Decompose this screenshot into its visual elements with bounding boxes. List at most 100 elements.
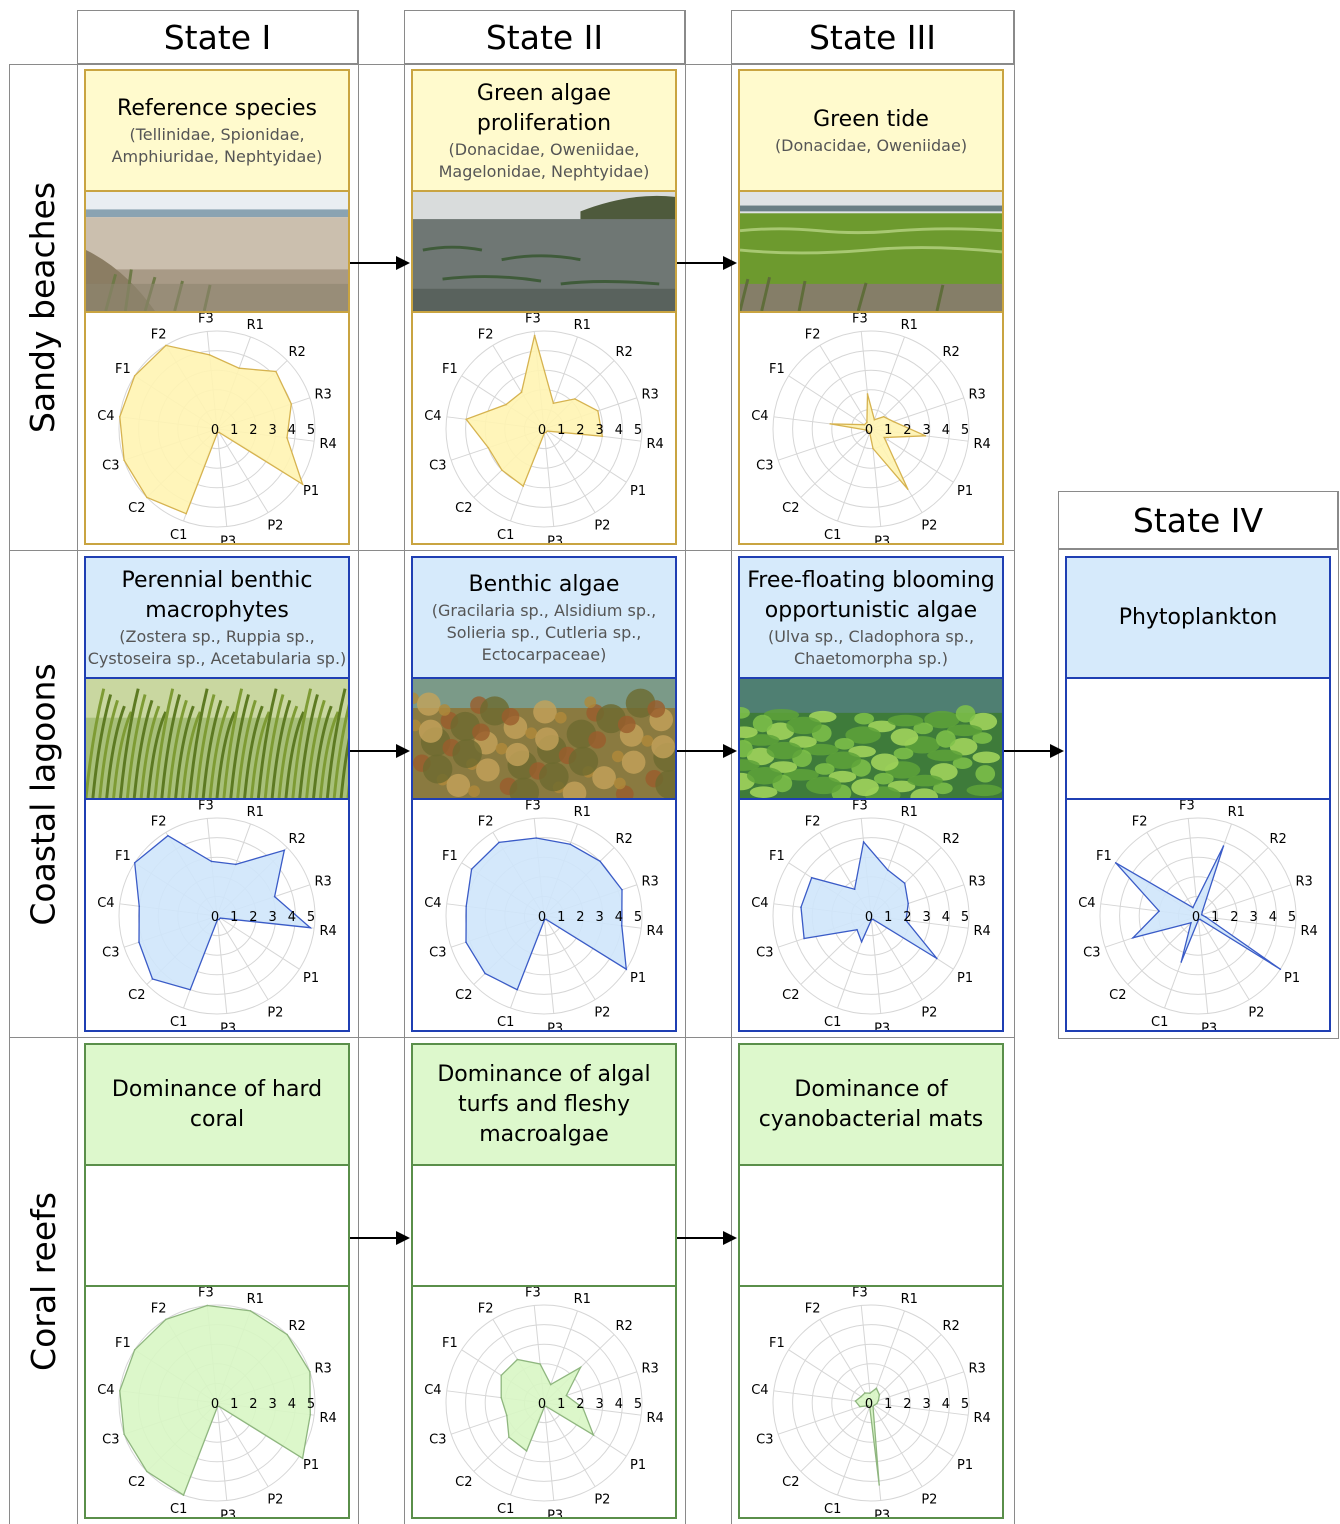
radial-tick-label: 5 — [307, 423, 315, 438]
radar-spoke — [543, 1402, 596, 1487]
radar-ring — [484, 1343, 604, 1463]
radar-spoke — [870, 1402, 954, 1457]
state-title-box: Benthic algae (Gracilaria sp., Alsidium s… — [411, 556, 677, 679]
radar-point-R1 — [549, 1383, 552, 1386]
radial-tick-label: 4 — [942, 1397, 950, 1412]
radar-point-F1 — [860, 1395, 862, 1398]
radar-point-F3 — [206, 1304, 209, 1307]
axis-label-R3: R3 — [315, 387, 332, 402]
axis-label-R1: R1 — [901, 318, 918, 333]
radar-spoke — [860, 1305, 872, 1404]
axis-label-C3: C3 — [102, 459, 119, 474]
radar-point-R4 — [309, 926, 312, 929]
radar-point-R1 — [234, 863, 237, 866]
axis-label-C4: C4 — [424, 409, 441, 424]
radar-ring — [1119, 837, 1277, 995]
radar-point-R3 — [892, 420, 895, 423]
radar-spoke — [837, 1402, 872, 1496]
radar-point-P2 — [545, 1405, 547, 1408]
axis-label-F2: F2 — [478, 814, 494, 829]
radial-tick-label: 2 — [249, 910, 257, 925]
axis-label-R4: R4 — [319, 437, 336, 452]
radar-point-R1 — [1222, 845, 1225, 847]
radial-tick-label: 1 — [1211, 910, 1219, 925]
radial-tick-label: 3 — [595, 1397, 603, 1412]
radar-point-R2 — [574, 398, 576, 400]
radar-point-P1 — [546, 430, 549, 432]
radar-point-R1 — [552, 402, 555, 405]
radar-point-F2 — [167, 834, 169, 837]
radial-tick-label: 4 — [1269, 910, 1277, 925]
radar-point-F3 — [535, 837, 537, 839]
radar-ring — [811, 369, 931, 489]
radial-tick-label: 5 — [961, 1397, 969, 1412]
axis-label-C2: C2 — [455, 501, 472, 516]
radial-tick-label: 1 — [557, 910, 565, 925]
radar-point-F1 — [863, 423, 866, 426]
column-header-state-3: State III — [731, 10, 1014, 64]
grid-line-col-2 — [404, 10, 405, 1524]
axis-label-P2: P2 — [267, 519, 283, 534]
axis-label-P2: P2 — [594, 1006, 610, 1021]
radar-point-P2 — [218, 918, 220, 921]
radial-tick-label: 3 — [922, 910, 930, 925]
radar-point-C1 — [185, 512, 187, 515]
radar-point-F3 — [862, 841, 865, 843]
axis-label-C2: C2 — [128, 988, 145, 1003]
radar-point-C2 — [867, 430, 869, 433]
radial-tick-label: 0 — [538, 910, 546, 925]
radar-point-R4 — [876, 1402, 878, 1405]
axis-label-R2: R2 — [943, 1319, 960, 1334]
radial-tick-label: 2 — [576, 1397, 584, 1412]
axis-label-P1: P1 — [303, 1458, 319, 1473]
axis-label-R2: R2 — [289, 345, 306, 360]
axis-label-P3: P3 — [547, 534, 563, 543]
axis-label-C3: C3 — [429, 946, 446, 961]
radar-spoke — [543, 1402, 555, 1501]
radar-point-P2 — [545, 918, 547, 921]
radial-tick-label: 5 — [307, 910, 315, 925]
radar-point-R4 — [582, 1407, 584, 1409]
radial-tick-label: 0 — [865, 1397, 873, 1412]
radar-point-F3 — [210, 860, 213, 863]
radial-tick-label: 0 — [211, 1397, 219, 1412]
axis-label-C2: C2 — [128, 1475, 145, 1490]
axis-label-R4: R4 — [646, 1411, 663, 1426]
radar-point-C1 — [189, 988, 191, 991]
state-photo — [84, 677, 350, 800]
radar-spoke — [543, 915, 596, 1000]
row-label-coastal-lagoons: Coastal lagoons — [9, 551, 77, 1037]
radar-spoke — [788, 375, 872, 430]
radial-tick-label: 5 — [634, 1397, 642, 1412]
radar-point-R2 — [903, 882, 906, 884]
radar-spoke — [870, 336, 905, 430]
axis-label-C2: C2 — [455, 1475, 472, 1490]
radar-spoke — [870, 915, 923, 1000]
state-title: Dominance of cyanobacterial mats — [758, 1076, 984, 1132]
radar-point-R1 — [249, 1310, 252, 1312]
radar-spoke — [788, 1349, 872, 1404]
radar-point-C4 — [465, 905, 468, 908]
radar-point-C3 — [465, 941, 467, 944]
column-header-state-4: State IV — [1058, 491, 1338, 549]
axis-label-P3: P3 — [220, 534, 236, 543]
axis-label-R4: R4 — [973, 437, 990, 452]
axis-label-F3: F3 — [198, 800, 214, 814]
state-photo — [411, 190, 677, 313]
radar-point-F3 — [866, 393, 869, 395]
radial-tick-label: 4 — [288, 1397, 296, 1412]
radial-tick-label: 3 — [268, 1397, 276, 1412]
axis-label-C2: C2 — [782, 988, 799, 1003]
axis-label-C3: C3 — [102, 1433, 119, 1448]
axis-label-R2: R2 — [616, 832, 633, 847]
grid-line-row-1 — [9, 550, 1015, 551]
state-radar: 0 1 2 3 4 5 R1 R2 R3 R4 P1 P2 P3 C1 C2 C3 C4 F1 F2 F3 — [84, 1286, 350, 1524]
radar-point-C1 — [522, 485, 525, 487]
radar-spoke — [777, 1402, 872, 1435]
state-title: Reference species — [117, 95, 317, 121]
axis-label-F3: F3 — [852, 313, 868, 327]
radar-point-C4 — [854, 1400, 857, 1402]
radar-point-R2 — [579, 1366, 582, 1369]
radar-point-C1 — [516, 988, 518, 991]
radial-tick-label: 0 — [1192, 910, 1200, 925]
